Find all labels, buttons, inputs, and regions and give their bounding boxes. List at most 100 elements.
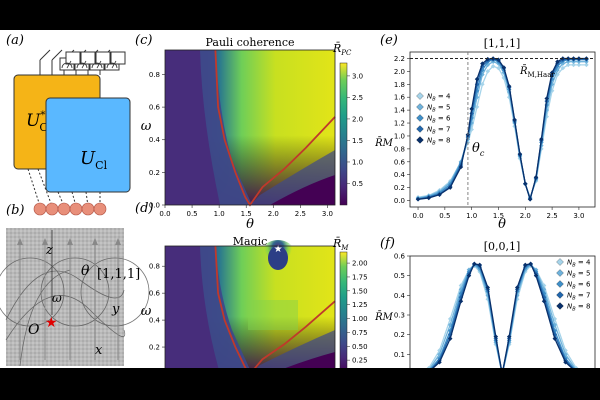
legend-marker <box>416 125 424 133</box>
data-point <box>541 298 547 304</box>
data-point <box>477 262 482 268</box>
y-axis-label-c: ω <box>141 119 152 134</box>
panel-e: (e) [1,1,1] R̄M,Haar θc NB = 4NB = 5NB =… <box>374 33 596 232</box>
y-tick-label: 1.2 <box>394 120 405 128</box>
heatmap-c <box>165 50 335 205</box>
y-tick-label: 0.8 <box>394 145 405 153</box>
legend-e: NB = 4NB = 5NB = 6NB = 7NB = 8 <box>416 92 451 147</box>
phase-boundary-c <box>214 49 336 207</box>
heatmap-d <box>165 240 335 368</box>
plot-frame-d <box>164 245 336 368</box>
panel-d-label: (d) <box>135 201 153 216</box>
y-tick-label: 0.2 <box>394 331 405 339</box>
x-tick-label: 1.5 <box>493 212 504 220</box>
data-point <box>426 365 432 368</box>
origin-label: O <box>28 322 40 338</box>
x-axis-label-e: θ <box>498 217 506 232</box>
legend-marker <box>556 280 564 288</box>
colorbar-ticks-c: 0.5 1.0 1.5 2.0 2.5 3.0 <box>347 72 363 188</box>
legend-marker <box>556 269 564 277</box>
data-point <box>472 261 477 267</box>
y-tick-label: 0.6 <box>149 290 161 298</box>
legend-marker <box>416 92 424 100</box>
y-tick-label: 0.3 <box>394 312 405 320</box>
y-axis-label-d: ω <box>141 304 152 319</box>
y-tick-label: 0.8 <box>149 263 160 271</box>
colorbar-tick-label: 2.0 <box>352 115 363 123</box>
y-ticks-f: 0.00.10.20.30.40.50.6 <box>394 253 410 359</box>
y-ticks-d: 0.00.20.40.60.8 <box>149 263 165 352</box>
x-axis-label-c: θ <box>246 217 254 232</box>
colorbar-tick-label: 1.00 <box>352 315 368 323</box>
colorbar-tick-label: 1.25 <box>352 301 368 309</box>
data-point <box>506 334 512 339</box>
panel-f-title: [0,0,1] <box>484 240 521 253</box>
y-tick-label: 1.6 <box>394 94 406 102</box>
legend-label: NB = 4 <box>567 259 591 269</box>
legend-label: NB = 5 <box>427 104 450 114</box>
x-tick-label: 2.5 <box>547 212 558 220</box>
y-tick-label: 0.4 <box>149 317 161 325</box>
qubits <box>33 202 107 216</box>
y-tick-label: 0.6 <box>394 158 406 166</box>
y-tick-label: 0.2 <box>394 184 405 192</box>
x-tick-label: 1.5 <box>241 210 252 218</box>
measurement-meters <box>59 51 126 71</box>
series-line <box>429 263 576 368</box>
colorbar-tick-label: 1.50 <box>352 287 368 295</box>
panel-a: (a) U* C <box>6 33 131 216</box>
data-point <box>573 365 579 368</box>
panel-d: (d) Magic ★ ★ 0.00.51.01.52.02.53.0 0.00… <box>135 201 368 368</box>
x-tick-label: 0.5 <box>186 210 197 218</box>
panel-e-label: (e) <box>380 33 398 48</box>
x-tick-label: 0.0 <box>412 212 423 220</box>
y-axis-label-f: R̄M <box>374 311 394 323</box>
legend-marker <box>416 103 424 111</box>
y-tick-label: 0.8 <box>149 71 160 79</box>
series-line <box>430 263 575 368</box>
y-tick-label: 0.4 <box>394 171 406 179</box>
legend-marker <box>556 291 564 299</box>
y-tick-label: 2.2 <box>394 55 405 63</box>
panel-c-title: Pauli coherence <box>206 36 295 49</box>
x-tick-label: 3.0 <box>573 212 584 220</box>
legend-marker <box>556 302 564 310</box>
y-tick-label: 0.2 <box>149 169 160 177</box>
panel-b-label: (b) <box>6 203 24 218</box>
legend-label: NB = 5 <box>567 270 590 280</box>
legend-marker <box>556 258 564 266</box>
legend-label: NB = 8 <box>567 303 590 313</box>
y-tick-label: 0.1 <box>394 351 405 359</box>
axis-x-label: x <box>95 343 103 358</box>
x-tick-label: 0.0 <box>159 210 170 218</box>
panel-f-label: (f) <box>380 236 395 251</box>
y-tick-label: 0.4 <box>149 136 161 144</box>
y-tick-label: 0.6 <box>394 253 406 261</box>
panel-f: (f) [0,0,1] NB = 4NB = 5NB = 6NB = 7NB =… <box>374 236 596 368</box>
colorbar-tick-label: 1.0 <box>352 158 363 166</box>
legend-marker <box>416 136 424 144</box>
y-tick-label: 1.0 <box>394 132 405 140</box>
panel-b: (b) z θ [1,1,1] ω y O ★ x <box>0 203 150 367</box>
data-point <box>426 195 432 201</box>
x-tick-label: 1.0 <box>214 210 225 218</box>
data-point <box>485 285 491 290</box>
data-point <box>523 262 528 268</box>
colorbar-label-c: R̄PC <box>332 42 352 57</box>
colorbar-c <box>340 63 347 205</box>
spin-background <box>6 228 124 366</box>
colorbar-d <box>340 252 347 368</box>
theta-c-label: θc <box>472 141 485 158</box>
colorbar-tick-label: 3.0 <box>352 72 363 80</box>
y-ticks-c: 0.0 0.2 0.4 0.6 0.8 <box>149 71 165 210</box>
colorbar-tick-label: 0.25 <box>352 357 368 365</box>
y-tick-label: 1.8 <box>394 81 405 89</box>
axis-y-label: y <box>111 302 120 317</box>
trajectory-arcs <box>0 257 150 367</box>
colorbar-tick-label: 0.50 <box>352 343 368 351</box>
y-tick-label: 0.2 <box>149 344 160 352</box>
x-ticks-c: 0.0 0.5 1.0 1.5 2.0 2.5 3.0 <box>159 205 333 218</box>
x-tick-label: 2.0 <box>268 210 279 218</box>
phase-boundary-d <box>214 245 336 368</box>
panel-c-label: (c) <box>135 33 152 48</box>
